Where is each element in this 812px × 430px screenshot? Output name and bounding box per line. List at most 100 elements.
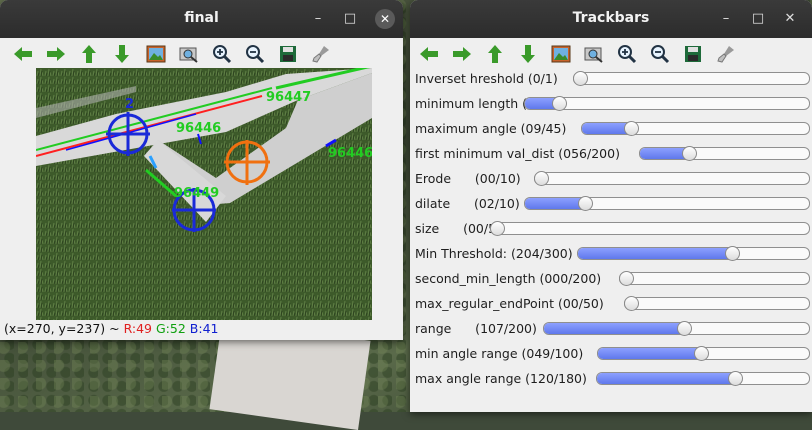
trackbar-slider[interactable] bbox=[619, 272, 810, 285]
maximize-button[interactable]: □ bbox=[343, 11, 357, 26]
trackbar-slider[interactable] bbox=[534, 172, 810, 185]
trackbar-slider[interactable] bbox=[573, 72, 810, 85]
trackbar-slider[interactable] bbox=[524, 97, 810, 110]
trackbar-label: dilate (02/10) bbox=[415, 196, 520, 211]
trackbar-slider[interactable] bbox=[490, 222, 810, 235]
trackbar-handle[interactable] bbox=[724, 246, 740, 261]
trackbar-slider[interactable] bbox=[639, 147, 810, 160]
pixel-g: G:52 bbox=[156, 321, 186, 336]
arrow-right-icon[interactable] bbox=[45, 44, 67, 64]
cursor-coords: (x=270, y=237) ~ bbox=[4, 321, 124, 336]
trackbar-fill bbox=[640, 148, 690, 159]
trackbar-label: Min Threshold: (204/300) bbox=[415, 246, 573, 261]
image-icon[interactable] bbox=[145, 44, 167, 64]
trackbar-row: minimum length (021/200) bbox=[410, 91, 812, 116]
trackbars-window-title: Trackbars bbox=[572, 10, 650, 26]
image-canvas[interactable]: 2 96447 96446 96446 96449 bbox=[36, 68, 372, 320]
settings-brush-icon[interactable] bbox=[310, 44, 332, 64]
white-tape-right bbox=[144, 73, 372, 204]
green-line-top bbox=[36, 87, 273, 151]
close-button[interactable]: ✕ bbox=[784, 11, 796, 26]
trackbar-slider[interactable] bbox=[577, 247, 810, 260]
blue-line bbox=[65, 113, 197, 151]
settings-brush-icon[interactable] bbox=[715, 44, 737, 64]
overlay-label-2: 96447 bbox=[266, 90, 311, 105]
final-toolbar bbox=[0, 38, 403, 70]
zoom-in-icon[interactable] bbox=[616, 44, 638, 64]
trackbar-label: first minimum val_dist (056/200) bbox=[415, 146, 620, 161]
arrow-down-icon[interactable] bbox=[111, 44, 133, 64]
overlay-label-1: 2 bbox=[125, 97, 134, 112]
close-button[interactable]: ✕ bbox=[375, 9, 395, 29]
minimize-button[interactable]: – bbox=[722, 11, 730, 26]
trackbar-handle[interactable] bbox=[677, 321, 693, 336]
green-line-mid bbox=[145, 168, 177, 198]
arrow-left-icon[interactable] bbox=[418, 44, 440, 64]
trackbar-handle[interactable] bbox=[623, 121, 639, 136]
trackbar-handle[interactable] bbox=[728, 371, 743, 386]
trackbar-slider[interactable] bbox=[543, 322, 810, 335]
final-window-title: final bbox=[184, 10, 219, 26]
trackbar-fill bbox=[525, 198, 586, 209]
trackbar-row: first minimum val_dist (056/200) bbox=[410, 141, 812, 166]
blue-tick bbox=[197, 133, 202, 145]
trackbar-handle[interactable] bbox=[624, 296, 639, 311]
zoom-out-icon[interactable] bbox=[649, 44, 671, 64]
blue-crosshair-2 bbox=[172, 188, 216, 232]
overlay-label-4: 96446 bbox=[328, 146, 372, 161]
trackbar-fill bbox=[597, 373, 737, 384]
overlay-label-5: 96449 bbox=[174, 186, 219, 201]
trackbar-handle[interactable] bbox=[682, 146, 698, 161]
trackbars-toolbar bbox=[410, 38, 812, 70]
final-titlebar[interactable]: final – □ ✕ bbox=[0, 0, 403, 38]
trackbar-label: Erode (00/10) bbox=[415, 171, 521, 186]
trackbar-handle[interactable] bbox=[619, 271, 634, 286]
trackbar-row: min angle range (049/100) bbox=[410, 341, 812, 366]
trackbar-fill bbox=[582, 123, 631, 134]
trackbar-row: max_regular_endPoint (00/50) bbox=[410, 291, 812, 316]
blue-short bbox=[148, 155, 158, 169]
trackbar-handle[interactable] bbox=[693, 346, 709, 361]
trackbar-handle[interactable] bbox=[490, 221, 505, 236]
trackbar-fill bbox=[598, 348, 702, 359]
arrow-right-icon[interactable] bbox=[451, 44, 473, 64]
minimize-button[interactable]: – bbox=[314, 11, 322, 26]
trackbar-fill bbox=[525, 98, 560, 109]
trackbar-slider[interactable] bbox=[624, 297, 810, 310]
trackbar-handle[interactable] bbox=[578, 196, 593, 211]
trackbar-label: max_regular_endPoint (00/50) bbox=[415, 296, 604, 311]
pixel-b: B:41 bbox=[189, 321, 219, 336]
zoom-fit-icon[interactable] bbox=[583, 44, 605, 64]
image-icon[interactable] bbox=[550, 44, 572, 64]
zoom-out-icon[interactable] bbox=[244, 44, 266, 64]
trackbar-row: max angle range (120/180) bbox=[410, 366, 812, 391]
trackbar-slider[interactable] bbox=[524, 197, 810, 210]
arrow-down-icon[interactable] bbox=[517, 44, 539, 64]
faded-tape bbox=[36, 86, 136, 118]
trackbar-row: second_min_length (000/200) bbox=[410, 266, 812, 291]
trackbar-slider[interactable] bbox=[596, 372, 810, 385]
trackbar-handle[interactable] bbox=[534, 171, 549, 186]
arrow-up-icon[interactable] bbox=[78, 44, 100, 64]
save-icon[interactable] bbox=[682, 44, 704, 64]
trackbar-handle[interactable] bbox=[552, 96, 568, 111]
trackbar-label: maximum angle (09/45) bbox=[415, 121, 567, 136]
overlay-label-3: 96446 bbox=[176, 121, 221, 136]
trackbar-label: range (107/200) bbox=[415, 321, 537, 336]
maximize-button[interactable]: □ bbox=[751, 11, 765, 26]
zoom-in-icon[interactable] bbox=[211, 44, 233, 64]
status-bar: (x=270, y=237) ~ R:49 G:52 B:41 bbox=[4, 321, 219, 336]
trackbar-slider[interactable] bbox=[581, 122, 810, 135]
zoom-fit-icon[interactable] bbox=[178, 44, 200, 64]
trackbar-row: Inverset hreshold (0/1) bbox=[410, 66, 812, 91]
trackbar-row: Erode (00/10) bbox=[410, 166, 812, 191]
trackbar-handle[interactable] bbox=[573, 71, 588, 86]
trackbar-fill bbox=[544, 323, 686, 334]
arrow-up-icon[interactable] bbox=[484, 44, 506, 64]
white-tape-top bbox=[36, 68, 372, 166]
arrow-left-icon[interactable] bbox=[12, 44, 34, 64]
save-icon[interactable] bbox=[277, 44, 299, 64]
final-window: final – □ ✕ bbox=[0, 0, 403, 340]
trackbar-row: Min Threshold: (204/300) bbox=[410, 241, 812, 266]
trackbars-titlebar[interactable]: Trackbars – □ ✕ bbox=[410, 0, 812, 38]
